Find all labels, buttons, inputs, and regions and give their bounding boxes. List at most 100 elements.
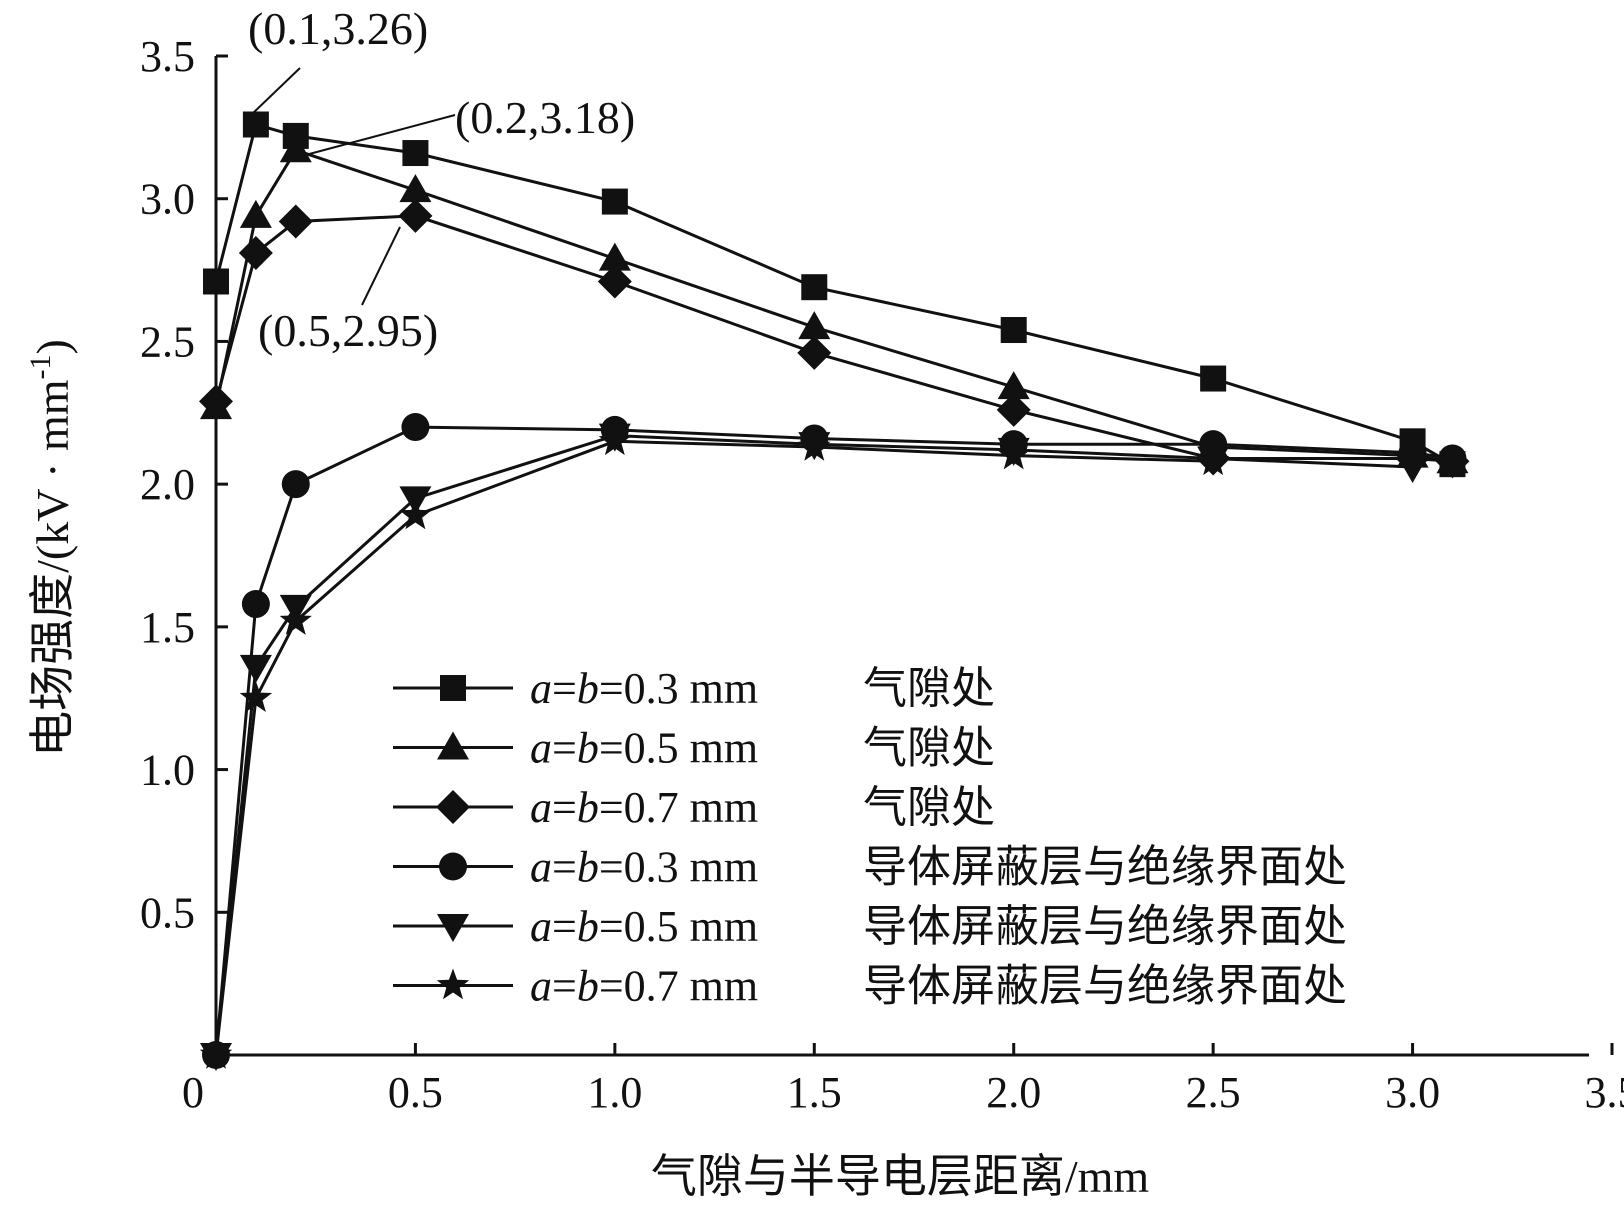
x-tick-label: 1.0 [587, 1068, 642, 1117]
legend-label-var-b: b [577, 664, 599, 713]
legend-label-value: =0.5 mm [599, 902, 758, 951]
legend-label-value: =0.7 mm [599, 962, 758, 1011]
legend-label-var-b: b [577, 783, 599, 832]
data-point-diamond [278, 204, 313, 239]
legend-label-location: 导体屏蔽层与绝缘界面处 [863, 962, 1347, 1011]
y-tick-label: 2.5 [140, 317, 195, 366]
legend-label-location: 导体屏蔽层与绝缘界面处 [863, 843, 1347, 892]
data-point-square [440, 675, 466, 701]
y-axis-title-main: 电场强度/(kV · mm [27, 379, 78, 757]
legend-label-value: =0.3 mm [599, 843, 758, 892]
y-axis-title-close: ) [27, 339, 78, 354]
data-point-circle [401, 413, 430, 442]
legend-entry-2: a=b=0.5 mm 气隙处 [393, 724, 995, 773]
data-point-star [399, 498, 432, 530]
x-tick-label: 0.5 [388, 1068, 443, 1117]
data-point-triangle-up [598, 242, 631, 271]
data-point-square [1000, 317, 1027, 344]
legend-label-var-b: b [577, 962, 599, 1011]
y-tick-label: 3.5 [140, 32, 195, 81]
data-point-star [279, 604, 312, 635]
x-tick-label: 2.5 [1186, 1068, 1241, 1117]
legend-label: a=b=0.3 mm [530, 664, 758, 713]
legend-label: a=b=0.5 mm [530, 902, 758, 951]
legend-entry-3: a=b=0.7 mm 气隙处 [393, 783, 995, 832]
legend-label-var-a: a [530, 962, 552, 1011]
legend-label: a=b=0.5 mm [530, 724, 758, 773]
data-point-triangle-up [798, 311, 831, 340]
data-point-diamond [238, 235, 273, 270]
legend-label-value: =0.5 mm [599, 724, 758, 773]
legend-label-var-a: a [530, 724, 552, 773]
data-point-diamond [398, 198, 433, 233]
x-tick-label: 3.0 [1385, 1068, 1440, 1117]
series-line [214, 425, 1453, 1056]
series-line [214, 148, 1453, 463]
y-tick-label: 3.0 [140, 175, 195, 224]
x-tick-label: 2.0 [986, 1068, 1041, 1117]
data-point-circle [281, 470, 310, 499]
legend-label-eq: = [552, 783, 577, 832]
legend-label-var-a: a [530, 783, 552, 832]
data-point-triangle-up [239, 199, 272, 228]
legend-label-location: 气隙处 [863, 783, 995, 832]
legend-label-value: =0.3 mm [599, 664, 758, 713]
series-layer [199, 111, 1470, 1071]
legend-entry-4: a=b=0.3 mm 导体屏蔽层与绝缘界面处 [393, 843, 1347, 892]
data-point-square [601, 188, 628, 215]
data-point-square [402, 140, 429, 167]
data-point-circle [241, 590, 270, 619]
data-point-diamond [996, 392, 1031, 427]
legend-label-eq: = [552, 962, 577, 1011]
series-6 [199, 424, 1230, 1069]
series-3 [199, 198, 1470, 479]
legend-label: a=b=0.7 mm [530, 783, 758, 832]
data-point-circle [1438, 444, 1467, 473]
data-point-triangle-up [997, 371, 1030, 400]
y-axis-ticks: 0.5 1.0 1.5 2.0 2.5 3.0 3.5 [140, 32, 228, 937]
x-tick-label: 3.5 [1585, 1068, 1624, 1117]
annotation-layer: (0.1,3.26) (0.2,3.18) (0.5,2.95) [248, 3, 635, 356]
series-line [214, 214, 1453, 463]
legend-label: a=b=0.7 mm [530, 962, 758, 1011]
data-point-star [199, 1038, 233, 1069]
legend-label-var-a: a [530, 902, 552, 951]
legend-label-location: 气隙处 [863, 724, 995, 773]
series-line [214, 122, 1454, 466]
legend-label: a=b=0.3 mm [530, 843, 758, 892]
legend-label-location: 气隙处 [863, 664, 995, 713]
data-point-star [1197, 444, 1230, 476]
y-tick-label: 1.0 [140, 746, 195, 795]
data-point-triangle-up [399, 174, 432, 203]
data-point-square [203, 268, 229, 295]
data-point-square [242, 111, 269, 138]
x-axis-ticks: 0 0.5 1.0 1.5 2.0 2.5 3.0 3.5 [182, 1043, 1624, 1117]
annotation-leader [297, 114, 456, 158]
legend-label-value: =0.7 mm [599, 783, 758, 832]
series-line [214, 439, 1214, 1056]
x-tick-label: 1.5 [787, 1068, 842, 1117]
data-point-triangle-down [239, 654, 272, 683]
legend-entry-6: a=b=0.7 mm 导体屏蔽层与绝缘界面处 [393, 962, 1347, 1011]
data-point-triangle-up [437, 731, 469, 760]
data-point-triangle-down [437, 914, 469, 942]
data-point-star [239, 681, 273, 712]
annotation-leader [251, 67, 301, 115]
data-point-star [598, 424, 631, 456]
data-point-square [801, 274, 828, 301]
legend-label-var-b: b [577, 724, 599, 773]
data-point-square [1200, 365, 1227, 392]
series-2 [200, 134, 1469, 474]
y-tick-label: 2.0 [140, 460, 195, 509]
annotation-leader [361, 226, 401, 306]
annotation-label: (0.5,2.95) [258, 305, 438, 356]
data-point-diamond [199, 384, 233, 419]
legend-label-eq: = [552, 664, 577, 713]
legend-label-var-b: b [577, 843, 599, 892]
legend-label-eq: = [552, 724, 577, 773]
data-point-star [997, 438, 1030, 470]
legend-label-eq: = [552, 902, 577, 951]
legend-label-var-a: a [530, 843, 552, 892]
axes [214, 56, 1589, 1057]
